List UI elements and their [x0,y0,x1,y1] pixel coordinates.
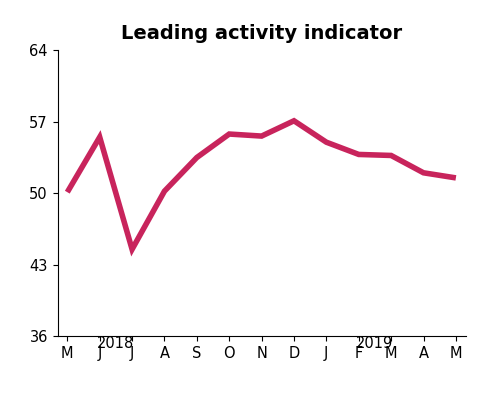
Text: 2018: 2018 [97,336,134,351]
Text: 2019: 2019 [356,336,394,351]
Title: Leading activity indicator: Leading activity indicator [121,24,402,43]
